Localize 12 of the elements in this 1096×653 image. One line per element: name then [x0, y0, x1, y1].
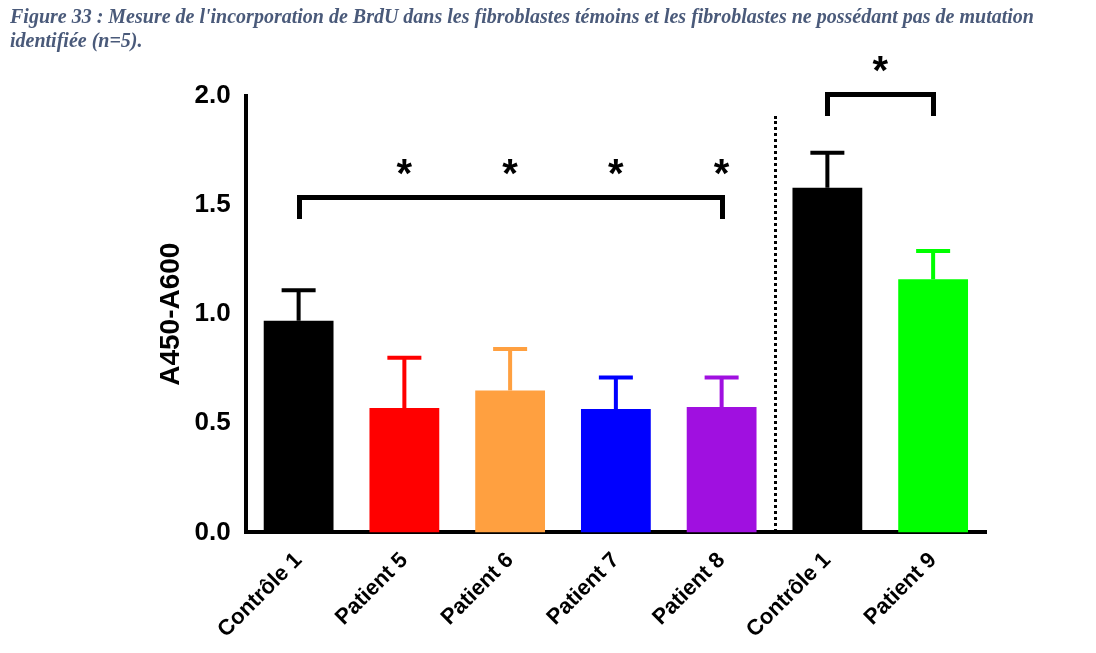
- annotation: *: [502, 151, 518, 197]
- annotation: *: [713, 151, 730, 197]
- y-tick-label: 0.0: [194, 515, 231, 546]
- y-tick-label: 0.5: [194, 406, 231, 437]
- text: *: [872, 48, 889, 93]
- y-tick-label: 2.0: [194, 79, 231, 110]
- y-tick-label: 1.5: [194, 188, 231, 219]
- y-axis-title: A450-A600: [153, 242, 185, 386]
- y-tick-label: 1.0: [194, 297, 231, 328]
- annotation: *: [396, 151, 413, 197]
- caption: Figure 33 : Mesure de l'incorporation de BrdU dans les fibroblastes témoins et les fibroblastes ne possédant pas de mutation identifiée (n=5).: [10, 5, 1034, 51]
- annotation: *: [608, 151, 624, 197]
